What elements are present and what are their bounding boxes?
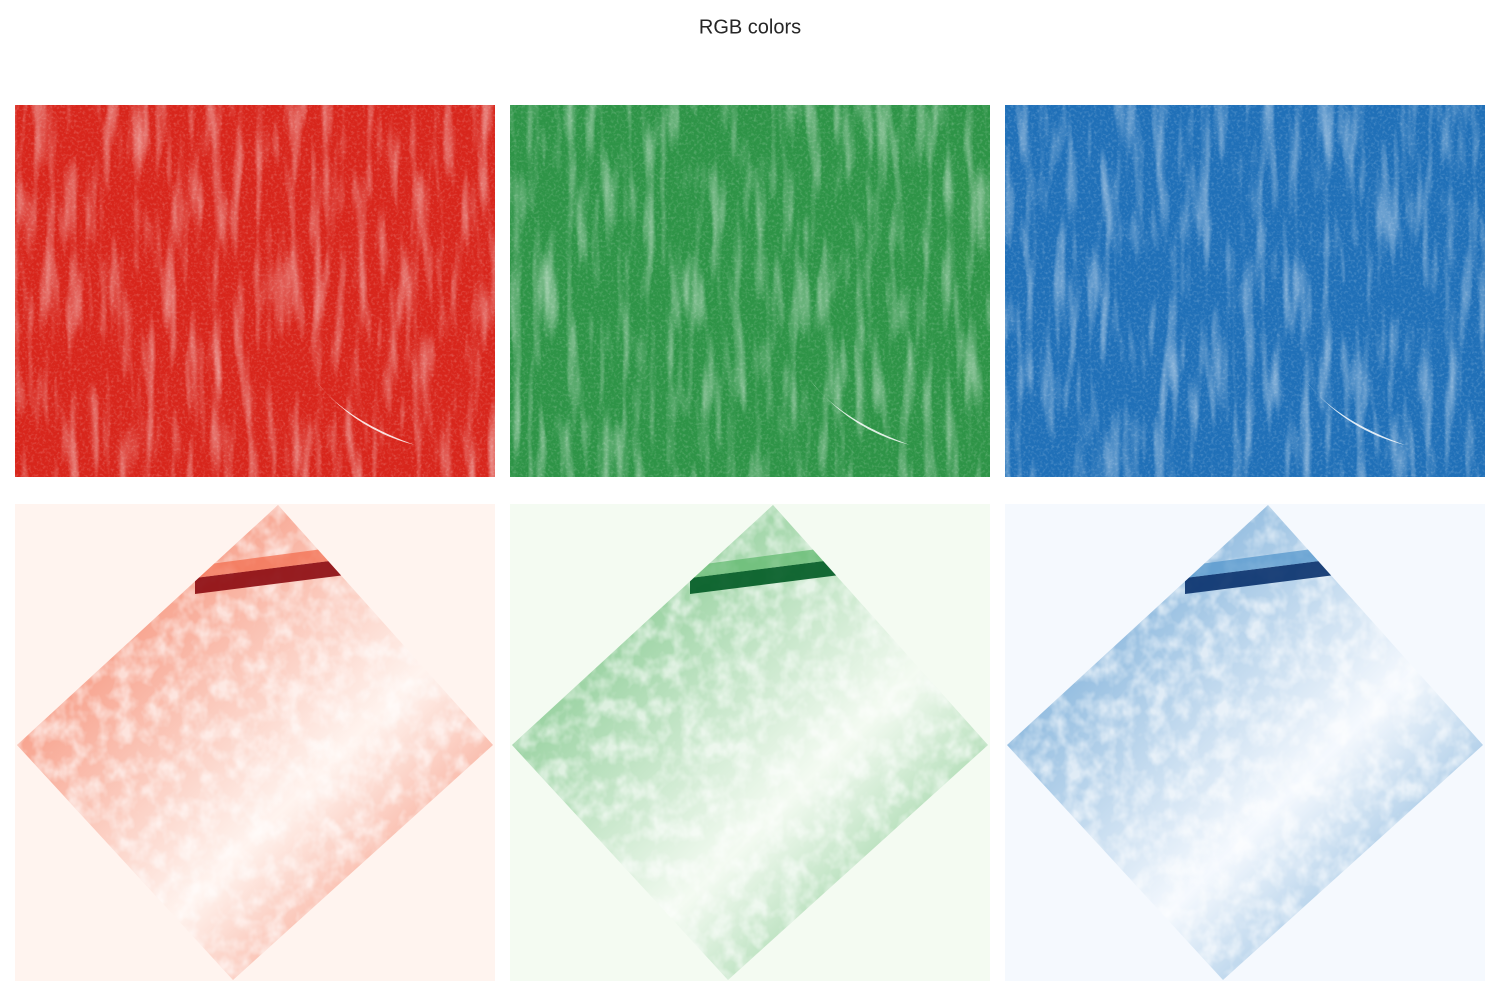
figure-title: RGB colors	[699, 16, 801, 38]
grain-texture	[510, 105, 990, 477]
image-panel	[1005, 504, 1485, 981]
grain-texture	[15, 105, 495, 477]
image-panel	[510, 504, 990, 981]
image-panel	[1005, 105, 1485, 477]
panels	[15, 105, 1485, 981]
image-panel	[510, 105, 990, 477]
grain-texture	[1005, 105, 1485, 477]
image-panel	[15, 105, 495, 477]
image-panel	[15, 504, 495, 981]
